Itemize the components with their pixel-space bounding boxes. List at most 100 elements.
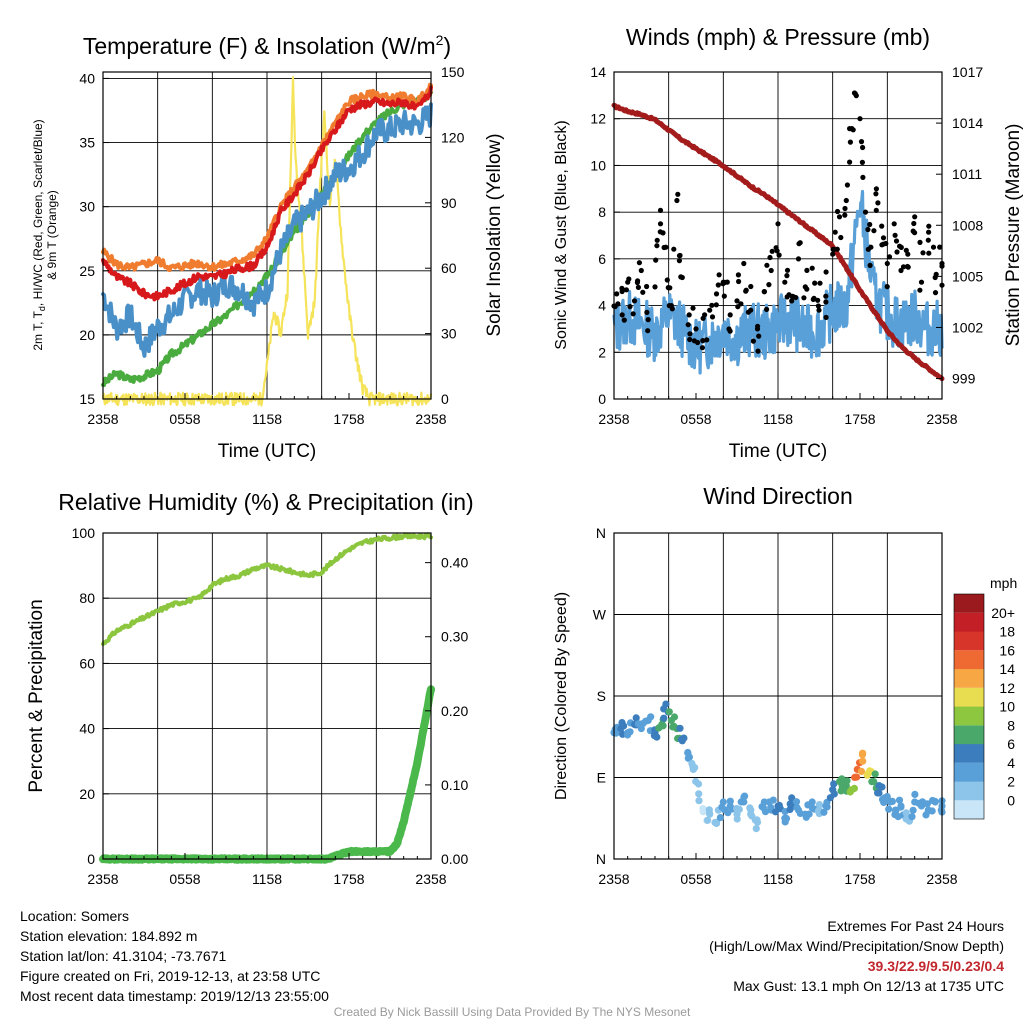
winds-ytick-label: 2	[598, 344, 606, 360]
temperature-ytick-label: 20	[79, 327, 95, 343]
gust-point	[755, 348, 761, 354]
gust-point	[898, 267, 904, 274]
winds-series	[611, 90, 945, 382]
gust-point	[693, 326, 699, 332]
precip-y2tick-label: 0.00	[441, 851, 468, 867]
gust-point	[911, 220, 917, 227]
direction-point	[670, 713, 679, 721]
pressure-ylabel: Station Pressure (Maroon)	[1003, 124, 1024, 347]
direction-point	[883, 792, 891, 801]
gust-point	[661, 244, 667, 251]
solar-ylabel: Solar Insolation (Yellow)	[484, 133, 505, 336]
direction-point	[670, 722, 678, 731]
direction-point	[871, 770, 879, 778]
gust-point	[892, 232, 898, 238]
direction-point	[660, 705, 668, 713]
gust-point	[750, 338, 757, 344]
windchill-line	[101, 102, 433, 358]
direction-point	[769, 796, 777, 804]
direction-point	[624, 731, 632, 739]
direction-point	[747, 806, 755, 814]
gust-point	[853, 93, 859, 99]
direction-point	[716, 814, 725, 822]
direction-point	[793, 804, 801, 812]
humidity-ytick-label: 100	[72, 525, 96, 541]
gust-point	[704, 337, 710, 343]
pressure-y2tick-label: 1008	[952, 217, 983, 233]
gust-point	[917, 239, 923, 245]
direction-point	[928, 796, 937, 805]
wind-direction-ytick-label: N	[596, 851, 606, 867]
direction-point	[868, 778, 876, 786]
winds-ticks: 2358 0558 1158 1758 2358 0 2 4 6 8 10 12 14 999 1002 10…	[590, 64, 983, 427]
gust-point	[721, 293, 727, 299]
wind-direction-ytick-label: N	[596, 525, 606, 541]
wind-direction-ticks: 2358 0558 1158 1758 2358 N E S W N	[593, 525, 958, 887]
temperature-ytick-label: 30	[79, 199, 95, 215]
gust-point	[937, 244, 943, 250]
gust-point	[832, 229, 838, 235]
winds-xtick-label: 1758	[844, 411, 875, 427]
gust-point	[687, 331, 693, 337]
gust-point	[875, 200, 881, 206]
pressure-y2tick-label: 1005	[952, 268, 983, 284]
temperature-xlabel: Time (UTC)	[218, 441, 317, 462]
winds-ytick-label: 4	[598, 298, 606, 314]
direction-point	[751, 816, 760, 824]
direction-point	[771, 808, 780, 816]
gust-point	[842, 212, 848, 218]
gust-point	[764, 306, 770, 312]
gust-point	[676, 253, 683, 259]
wind-direction-ytick-label: W	[593, 607, 607, 623]
temperature-panel: Temperature (F) & Insolation (W/m2) 2358…	[31, 32, 505, 462]
humidity-ylabel: Percent & Precipitation	[26, 599, 47, 792]
direction-point	[911, 790, 919, 799]
gust-point	[764, 262, 770, 268]
gust-point	[809, 265, 815, 271]
gust-point	[707, 307, 713, 313]
winds-xtick-label: 2358	[926, 411, 957, 427]
gust-point	[925, 237, 931, 243]
gust-point	[627, 304, 633, 310]
gust-point	[657, 207, 664, 213]
direction-point	[685, 753, 694, 761]
gust-point	[838, 234, 844, 241]
winds-ytick-label: 6	[598, 251, 606, 267]
wind-direction-ylabel: Direction (Colored By Speed)	[553, 592, 570, 800]
winds-ytick-label: 14	[590, 64, 606, 80]
gust-point	[894, 249, 900, 255]
gust-point	[926, 250, 932, 256]
gust-point	[857, 116, 863, 122]
direction-point	[846, 788, 854, 796]
gust-point	[793, 294, 799, 301]
extremes-title: Extremes For Past 24 Hours	[827, 918, 1004, 934]
gust-point	[614, 291, 620, 297]
colorbar-label: 16	[999, 642, 1015, 658]
gust-point	[645, 317, 651, 323]
gust-point	[860, 174, 866, 180]
gust-point	[769, 248, 775, 254]
direction-point	[805, 810, 813, 818]
extremes-legend: (High/Low/Max Wind/Precipitation/Snow De…	[709, 938, 1004, 954]
wind-direction-xtick-label: 1758	[844, 871, 875, 887]
gust-point	[619, 312, 625, 318]
direction-point	[733, 815, 741, 823]
station-info: Location: Somers Station elevation: 184.…	[20, 906, 329, 1006]
colorbar-label: 2	[1007, 774, 1015, 790]
winds-xtick-label: 0558	[680, 411, 711, 427]
gust-point	[842, 205, 848, 212]
temperature-chart-title: Temperature (F) & Insolation (W/m2)	[83, 32, 451, 59]
wind-direction-xtick-label: 0558	[680, 871, 711, 887]
gust-point	[817, 280, 823, 286]
gust-point	[815, 297, 821, 303]
gust-point	[726, 326, 732, 332]
gust-point	[893, 238, 900, 244]
humidity-ytick-label: 0	[87, 851, 95, 867]
solar-y2tick-label: 90	[441, 195, 457, 211]
humidity-grid	[102, 532, 432, 860]
gust-point	[904, 263, 911, 270]
direction-point	[859, 749, 867, 757]
gust-point	[766, 282, 772, 288]
gust-point	[745, 309, 752, 315]
